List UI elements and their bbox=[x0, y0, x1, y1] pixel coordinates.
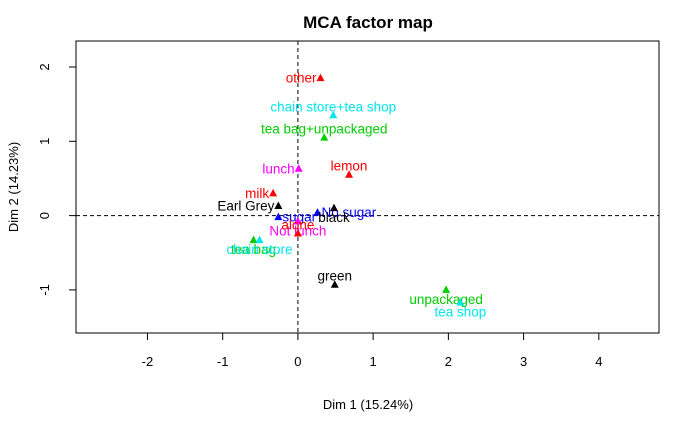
x-tick-label: 4 bbox=[595, 354, 602, 369]
y-tick-label: 1 bbox=[37, 138, 52, 145]
x-tick-label: 1 bbox=[370, 354, 377, 369]
plot-frame bbox=[75, 40, 660, 334]
category-point: unpackaged bbox=[409, 285, 483, 307]
x-tick-label: 0 bbox=[294, 354, 301, 369]
point-label: Earl Grey bbox=[217, 198, 274, 213]
x-tick-label: -1 bbox=[217, 354, 229, 369]
category-point: other bbox=[286, 71, 325, 86]
category-point: Earl Grey bbox=[217, 198, 283, 213]
category-point: tea bag bbox=[231, 235, 276, 257]
point-label: sugar bbox=[282, 210, 316, 225]
category-point: tea bag+unpackaged bbox=[261, 122, 388, 141]
point-label: other bbox=[286, 71, 317, 86]
point-marker bbox=[294, 164, 303, 172]
point-marker bbox=[442, 285, 451, 293]
category-point: black bbox=[318, 203, 350, 225]
category-point: chain store bbox=[227, 235, 293, 257]
category-point: lunch bbox=[262, 161, 303, 176]
point-label: lemon bbox=[331, 159, 368, 174]
point-marker bbox=[329, 110, 338, 119]
category-point: chain store+tea shop bbox=[270, 99, 396, 119]
category-points: other chain store+tea shop tea bag+unpacka… bbox=[217, 71, 486, 320]
point-marker bbox=[330, 280, 339, 288]
point-marker bbox=[255, 235, 264, 244]
y-axis-label: Dim 2 (14.23%) bbox=[6, 142, 21, 232]
point-marker bbox=[293, 228, 302, 237]
category-point: green bbox=[318, 269, 353, 288]
category-point: alone bbox=[281, 217, 314, 237]
category-point: sugar bbox=[274, 210, 317, 225]
point-label: lunch bbox=[262, 161, 294, 176]
point-marker bbox=[330, 203, 339, 212]
point-label: green bbox=[318, 269, 353, 284]
point-label: tea bag bbox=[231, 242, 276, 257]
point-marker bbox=[249, 235, 258, 244]
point-label: unpackaged bbox=[409, 292, 483, 307]
point-marker bbox=[316, 73, 325, 82]
point-marker bbox=[274, 201, 283, 209]
x-tick-label: 2 bbox=[445, 354, 452, 369]
point-label: alone bbox=[281, 217, 314, 232]
point-marker bbox=[313, 208, 322, 216]
x-tick-label: -2 bbox=[142, 354, 154, 369]
reference-lines bbox=[76, 41, 659, 333]
point-marker bbox=[274, 212, 283, 221]
point-label: milk bbox=[245, 186, 269, 201]
point-label: tea shop bbox=[435, 305, 487, 320]
point-label: tea bag+unpackaged bbox=[261, 122, 388, 137]
y-axis: -1 0 1 2 bbox=[37, 63, 77, 296]
point-label: black bbox=[318, 210, 350, 225]
y-tick-label: -1 bbox=[37, 284, 52, 296]
point-marker bbox=[320, 133, 329, 141]
point-marker bbox=[293, 217, 302, 225]
point-marker bbox=[345, 170, 354, 178]
category-point: lemon bbox=[331, 159, 368, 178]
y-tick-label: 2 bbox=[37, 63, 52, 70]
x-axis-label: Dim 1 (15.24%) bbox=[323, 397, 413, 412]
point-marker bbox=[269, 188, 278, 197]
category-point: tea shop bbox=[435, 298, 487, 320]
point-label: chain store bbox=[227, 242, 293, 257]
y-tick-label: 0 bbox=[37, 212, 52, 219]
x-axis: -2 -1 0 1 2 3 4 bbox=[142, 332, 602, 369]
x-tick-label: 3 bbox=[520, 354, 527, 369]
point-label: chain store+tea shop bbox=[270, 99, 396, 114]
chart-title: MCA factor map bbox=[303, 13, 433, 32]
category-point: milk bbox=[245, 186, 278, 201]
point-marker bbox=[456, 298, 465, 306]
